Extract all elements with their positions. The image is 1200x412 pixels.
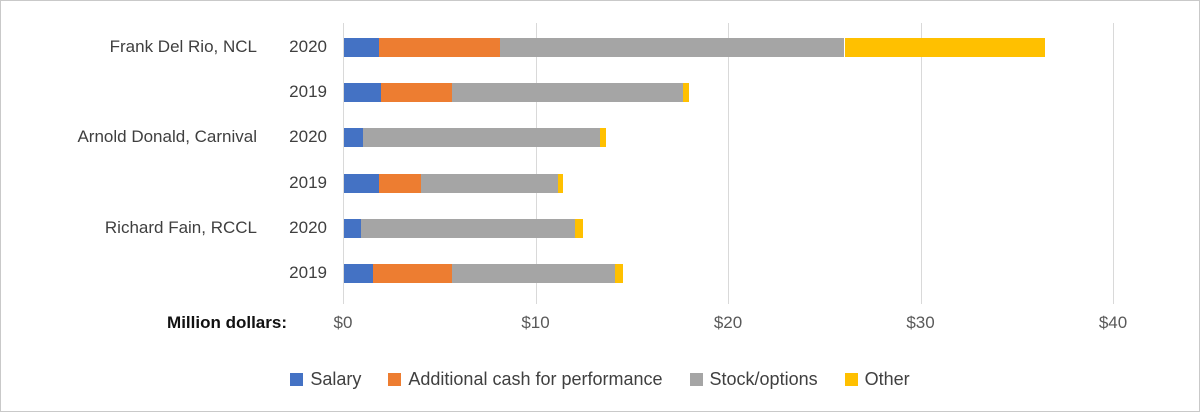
- salary-segment: [344, 218, 362, 238]
- legend-label: Additional cash for performance: [408, 368, 663, 389]
- category-label: Arnold Donald, Carnival: [77, 127, 257, 146]
- legend-label: Salary: [310, 368, 362, 389]
- legend: Salary Additional cash for performance Sto…: [1, 365, 1199, 393]
- additional-cash-segment: [378, 173, 421, 193]
- additional-cash-segment: [378, 37, 500, 57]
- category-label: Frank Del Rio, NCL: [109, 37, 257, 56]
- other-segment: [557, 173, 564, 193]
- legend-swatch-icon: [290, 372, 304, 386]
- legend-swatch-icon: [388, 372, 402, 386]
- legend-item-stock-options: Stock/options: [689, 368, 818, 390]
- year-label: 2019: [289, 82, 327, 101]
- salary-segment: [344, 173, 379, 193]
- additional-cash-segment: [380, 82, 452, 102]
- stock-options-segment: [499, 37, 845, 57]
- other-segment: [615, 263, 624, 283]
- year-label: 2020: [289, 37, 327, 56]
- gridline-20: [728, 23, 729, 304]
- legend-label: Other: [864, 368, 910, 389]
- year-label: 2020: [289, 127, 327, 146]
- stock-options-segment: [361, 218, 575, 238]
- salary-segment: [344, 37, 379, 57]
- x-tick-label: $20: [713, 313, 743, 332]
- other-segment: [575, 218, 583, 238]
- x-tick-label: $30: [906, 313, 935, 332]
- x-tick-label: $40: [1098, 313, 1128, 332]
- salary-segment: [344, 263, 373, 283]
- legend-item-salary: Salary: [290, 369, 361, 390]
- x-axis-title: Million dollars:: [167, 313, 287, 332]
- gridline-0: [343, 23, 344, 304]
- additional-cash-segment: [372, 263, 452, 283]
- year-label: 2019: [289, 263, 327, 282]
- x-tick-label: $0: [333, 313, 353, 332]
- legend-item-other: Other: [844, 368, 910, 390]
- gridline-10: [535, 23, 537, 304]
- legend-swatch-icon: [844, 372, 858, 386]
- salary-segment: [344, 127, 364, 147]
- stock-options-segment: [421, 173, 558, 193]
- gridline-30: [920, 23, 922, 304]
- gridline-40: [1113, 23, 1114, 304]
- other-segment: [844, 37, 1045, 57]
- other-segment: [682, 82, 689, 102]
- stock-options-segment: [363, 127, 601, 147]
- year-label: 2020: [289, 218, 327, 237]
- category-label: Richard Fain, RCCL: [104, 218, 257, 237]
- stock-options-segment: [451, 82, 683, 102]
- salary-segment: [344, 82, 381, 102]
- other-segment: [600, 127, 606, 147]
- year-label: 2019: [289, 173, 327, 192]
- legend-swatch-icon: [689, 372, 703, 386]
- stock-options-segment: [451, 263, 616, 283]
- legend-item-additional-cash-for-performance: Additional cash for performance: [388, 368, 663, 390]
- x-tick-label: $10: [521, 313, 550, 332]
- legend-label: Stock/options: [709, 368, 818, 389]
